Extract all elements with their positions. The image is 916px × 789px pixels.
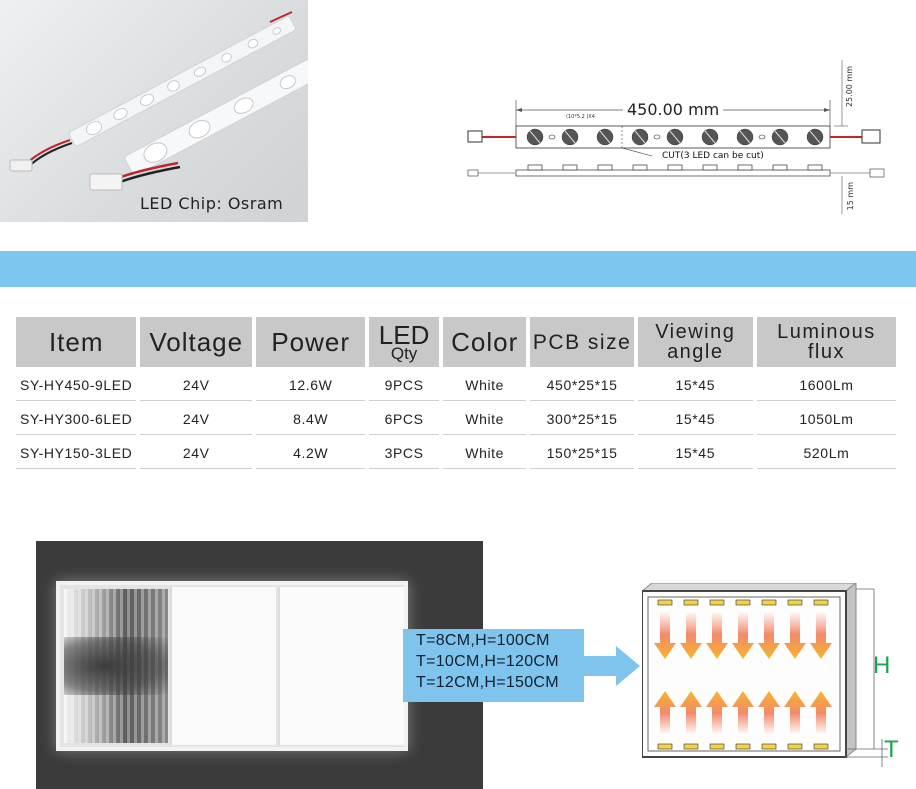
size-callout: T=8CM,H=100CM T=10CM,H=120CM T=12CM,H=15… — [403, 629, 584, 702]
header-led-qty-top: LED — [378, 320, 430, 350]
cell-pcb: 300*25*15 — [530, 404, 634, 435]
cell-angle: 15*45 — [637, 404, 753, 435]
length-dimension: 450.00 mm — [623, 100, 724, 119]
cell-flux: 1050Lm — [756, 404, 896, 435]
cell-power: 12.6W — [256, 370, 366, 401]
product-photo: LED Chip: Osram — [0, 0, 308, 222]
table-row: SY-HY300-6LED 24V 8.4W 6PCS White 300*25… — [16, 404, 896, 435]
spec-table: Item Voltage Power LED Qty Color PCB siz… — [12, 314, 900, 472]
height-label: H — [873, 652, 891, 679]
header-power: Power — [256, 317, 366, 367]
width-dimension: 25.00 mm — [845, 66, 854, 108]
technical-drawing: 450.00 mm (10*5.2 )X4 CUT(3 LED can be c… — [462, 56, 902, 216]
cell-angle: 15*45 — [637, 370, 753, 401]
cut-label: CUT(3 LED can be cut) — [662, 151, 764, 161]
cell-item: SY-HY450-9LED — [16, 370, 137, 401]
cell-item: SY-HY150-3LED — [16, 438, 137, 469]
header-viewing-angle-2: angle — [667, 341, 724, 363]
table-row: SY-HY150-3LED 24V 4.2W 3PCS White 150*25… — [16, 438, 896, 469]
header-luminous-flux-1: Luminous — [777, 321, 876, 343]
cell-qty: 9PCS — [369, 370, 439, 401]
table-header-row: Item Voltage Power LED Qty Color PCB siz… — [16, 317, 896, 367]
thickness-label: T — [884, 736, 899, 763]
lightbox-photo — [36, 541, 483, 789]
cell-power: 8.4W — [256, 404, 366, 435]
cell-voltage: 24V — [140, 438, 253, 469]
header-viewing-angle: Viewing angle — [637, 317, 753, 367]
led-chip-label: LED Chip: Osram — [140, 194, 284, 213]
cell-qty: 3PCS — [369, 438, 439, 469]
callout-line: T=8CM,H=100CM — [416, 632, 550, 649]
lightbox-diagram — [642, 583, 888, 767]
cell-color: White — [442, 438, 527, 469]
section-banner — [0, 251, 916, 287]
callout-line: T=10CM,H=120CM — [416, 653, 559, 670]
cell-voltage: 24V — [140, 404, 253, 435]
cell-item: SY-HY300-6LED — [16, 404, 137, 435]
header-viewing-angle-1: Viewing — [655, 321, 736, 343]
cell-voltage: 24V — [140, 370, 253, 401]
lightbox-panel — [64, 589, 168, 743]
cell-flux: 520Lm — [756, 438, 896, 469]
cell-pcb: 150*25*15 — [530, 438, 634, 469]
callout-line: T=12CM,H=150CM — [416, 674, 559, 691]
header-luminous-flux-2: flux — [807, 341, 845, 363]
header-led-qty: LED Qty — [369, 317, 439, 367]
header-voltage: Voltage — [140, 317, 253, 367]
cell-color: White — [442, 404, 527, 435]
lightbox-frame — [56, 581, 408, 751]
header-item: Item — [16, 317, 137, 367]
cell-pcb: 450*25*15 — [530, 370, 634, 401]
strip-dimension-drawing — [467, 60, 885, 214]
led-module-illustration — [9, 11, 308, 191]
header-led-qty-bottom: Qty — [390, 344, 418, 363]
cell-angle: 15*45 — [637, 438, 753, 469]
header-color: Color — [442, 317, 527, 367]
cell-flux: 1600Lm — [756, 370, 896, 401]
cell-qty: 6PCS — [369, 404, 439, 435]
cell-power: 4.2W — [256, 438, 366, 469]
table-row: SY-HY450-9LED 24V 12.6W 9PCS White 450*2… — [16, 370, 896, 401]
cell-color: White — [442, 370, 527, 401]
right-arrow-icon — [584, 646, 640, 686]
lightbox-panel — [278, 587, 404, 745]
lightbox-panel — [170, 587, 276, 745]
header-pcb-size: PCB size — [530, 317, 634, 367]
hole-dimension: (10*5.2 )X4 — [566, 114, 595, 120]
height-dimension: 15 mm — [846, 182, 855, 211]
header-luminous-flux: Luminous flux — [756, 317, 896, 367]
